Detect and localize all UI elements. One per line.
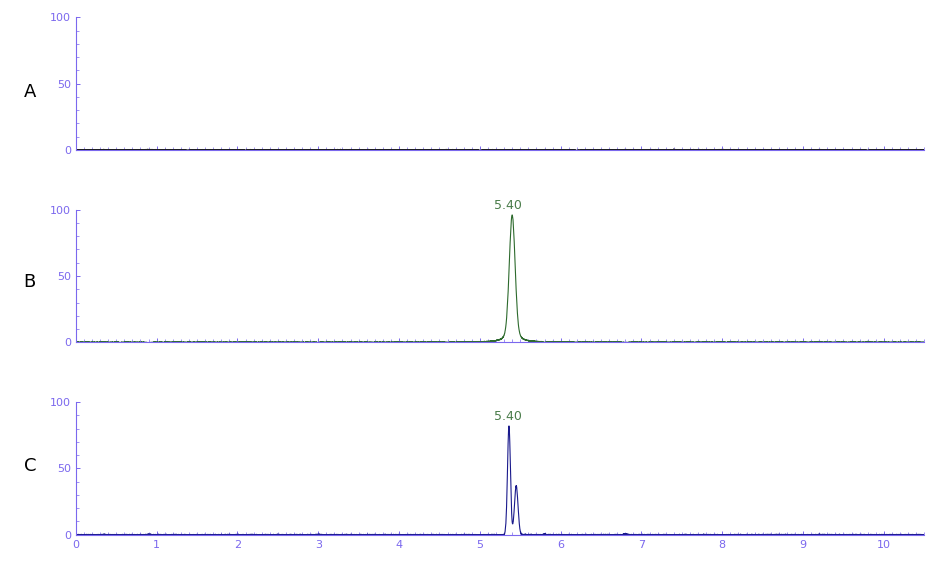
Text: 5.40: 5.40 [494,198,522,212]
Text: 5.40: 5.40 [494,409,522,423]
Text: B: B [24,273,36,291]
Text: C: C [24,457,36,475]
Text: A: A [24,83,36,101]
